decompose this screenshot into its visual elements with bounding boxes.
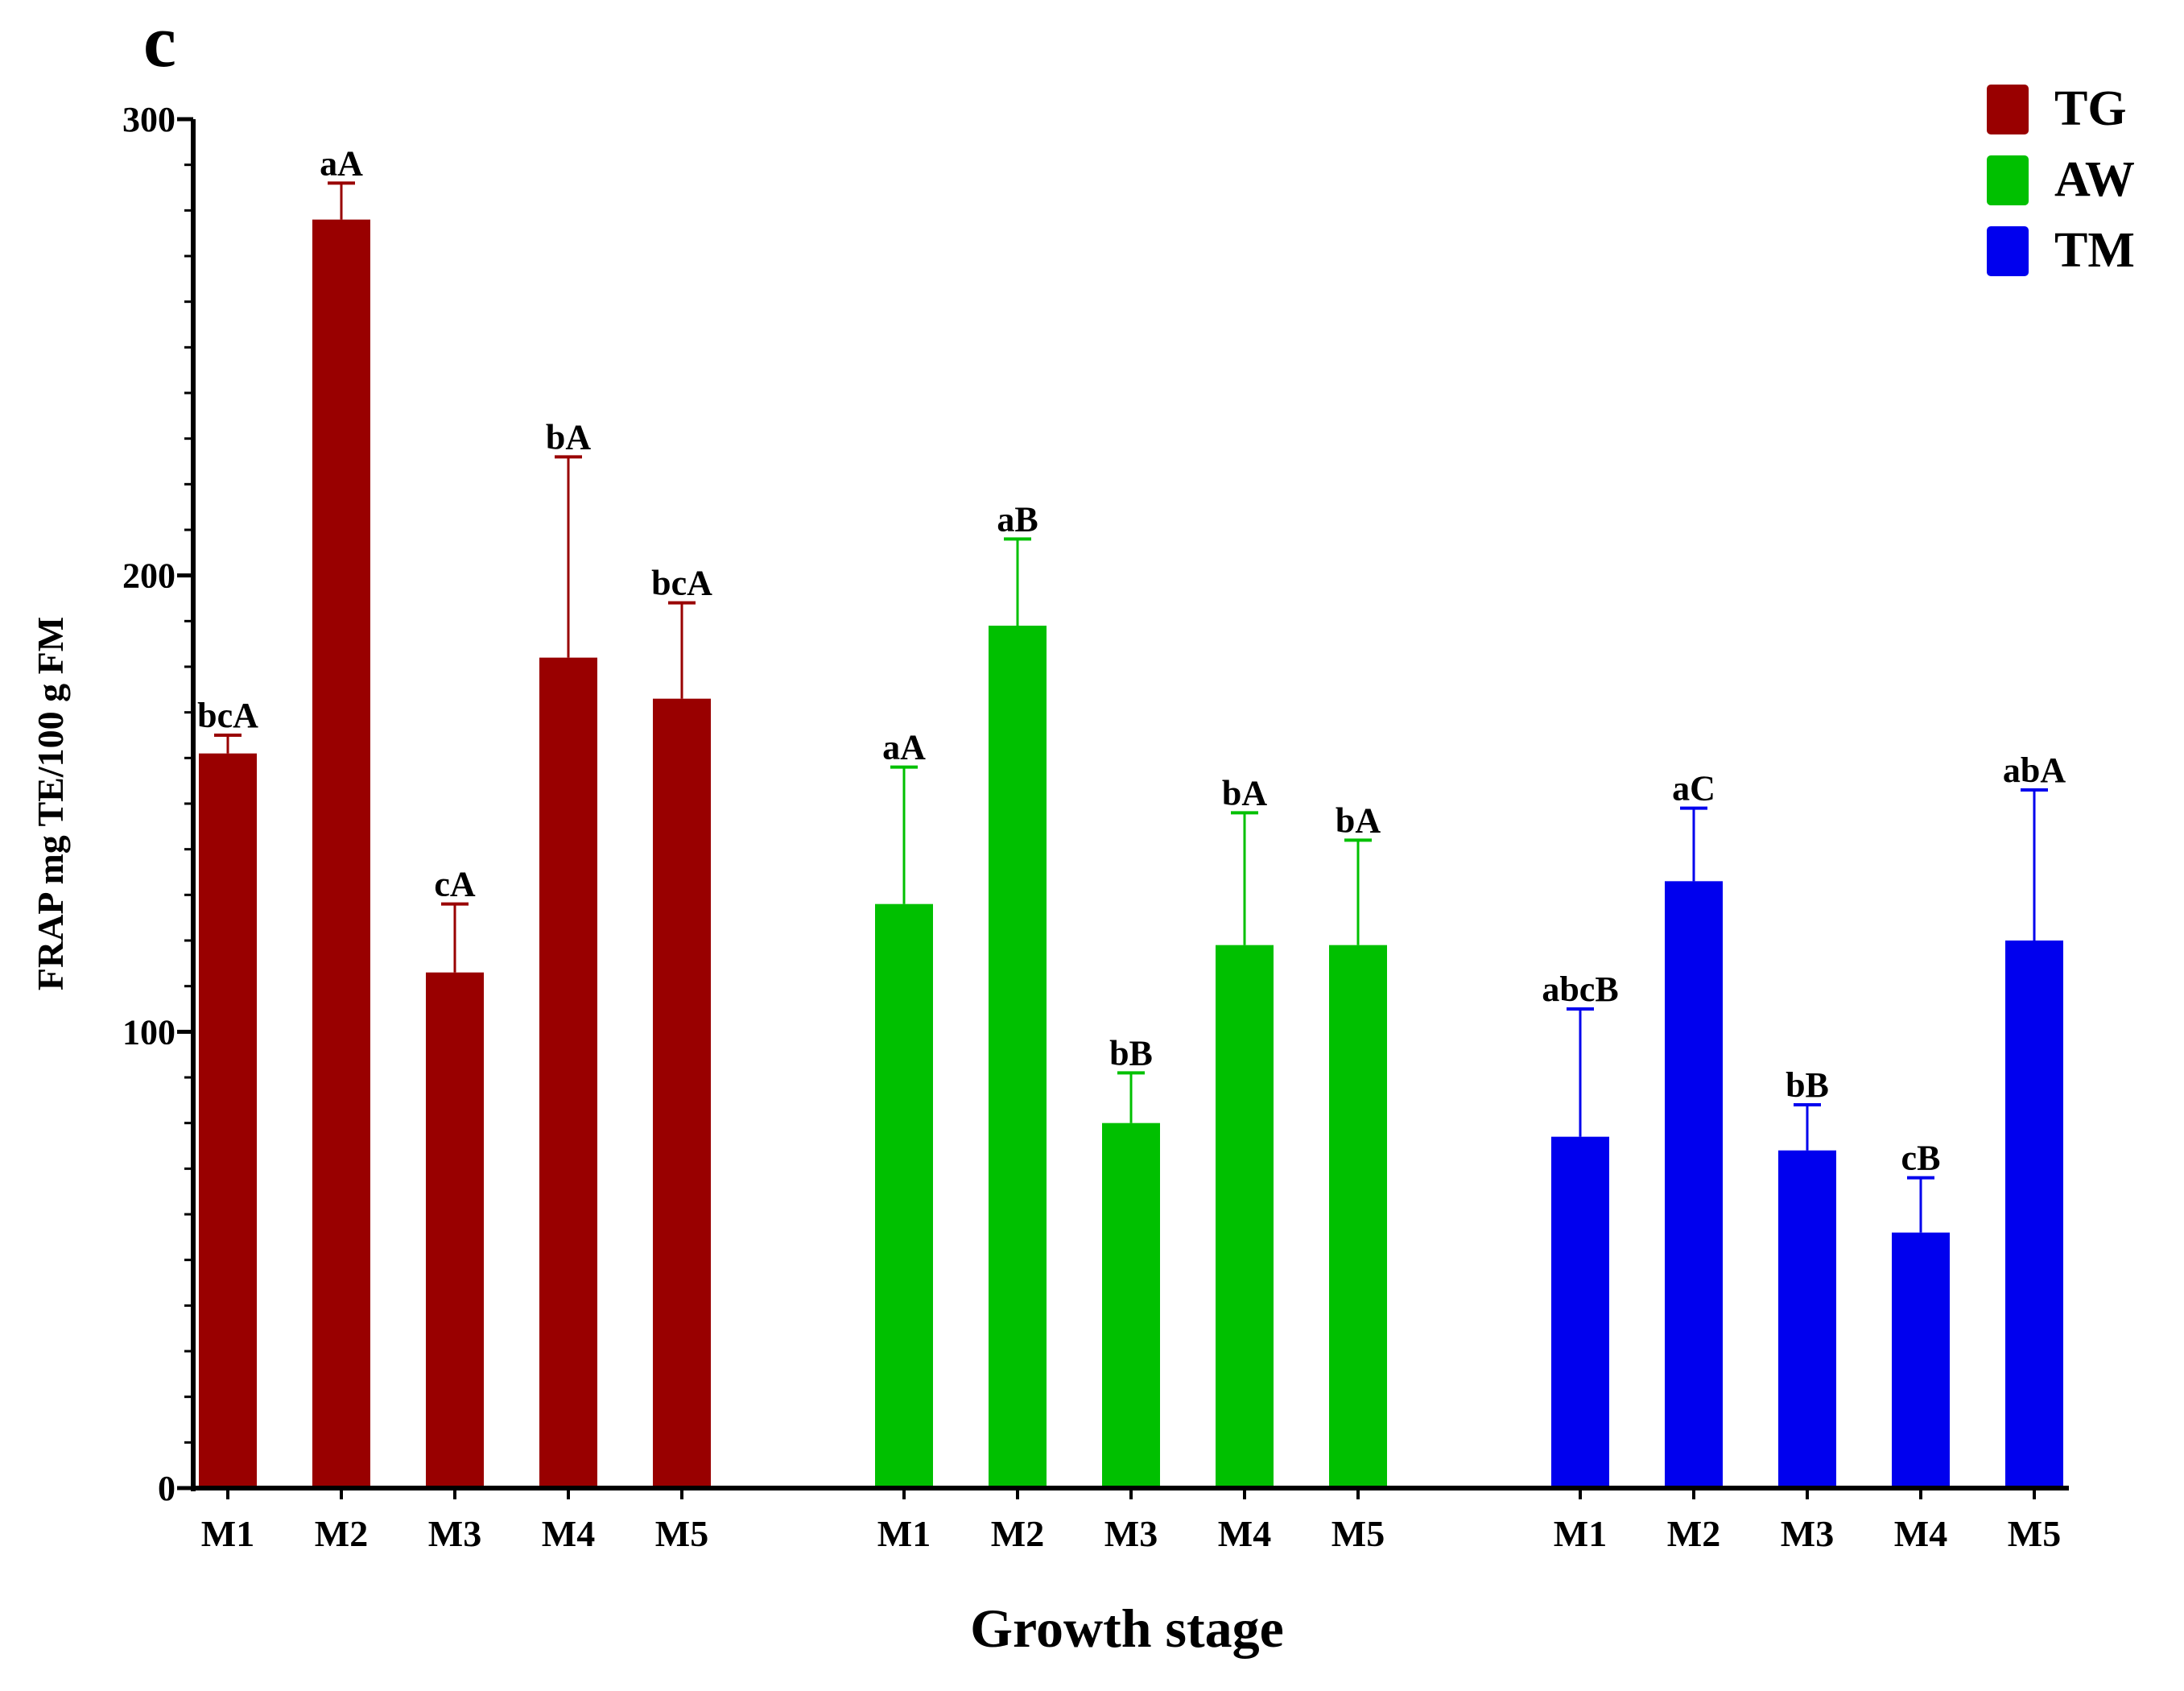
error-bar-TM-M2 xyxy=(1680,806,1707,882)
bar-TG-M2 xyxy=(312,219,370,1489)
sig-label-AW-M4: bA xyxy=(1222,773,1267,812)
bar-AW-M5 xyxy=(1329,945,1387,1488)
x-tick-label-TM-M4: M4 xyxy=(1894,1513,1947,1554)
sig-label-TM-M3: bB xyxy=(1786,1065,1829,1105)
y-axis-title: FRAP mg TE/100 g FM xyxy=(30,617,71,990)
error-bar-AW-M2 xyxy=(1004,537,1031,626)
bar-TG-M4 xyxy=(539,657,597,1488)
x-tick-label-AW-M5: M5 xyxy=(1331,1513,1385,1554)
sig-label-AW-M2: aB xyxy=(997,499,1038,539)
sig-label-TG-M1: bcA xyxy=(197,696,258,735)
bar-TM-M3 xyxy=(1778,1150,1836,1488)
error-bar-TM-M4 xyxy=(1907,1176,1934,1233)
error-bar-TM-M1 xyxy=(1567,1007,1594,1137)
legend-swatch-AW xyxy=(1987,155,2029,205)
bar-TM-M5 xyxy=(2005,941,2063,1488)
x-tick-label-TM-M5: M5 xyxy=(2008,1513,2061,1554)
y-tick-label-300: 300 xyxy=(122,100,175,139)
x-tick-label-TG-M5: M5 xyxy=(655,1513,708,1554)
error-bar-TM-M3 xyxy=(1794,1103,1821,1151)
sig-label-AW-M5: bA xyxy=(1336,800,1381,840)
x-tick-label-TM-M3: M3 xyxy=(1781,1513,1834,1554)
sig-label-TM-M2: aC xyxy=(1672,769,1715,808)
x-tick-label-AW-M3: M3 xyxy=(1104,1513,1158,1554)
x-tick-label-TG-M3: M3 xyxy=(428,1513,481,1554)
x-tick-label-TM-M2: M2 xyxy=(1667,1513,1720,1554)
y-tick-label-200: 200 xyxy=(122,556,175,596)
sig-label-TG-M2: aA xyxy=(320,143,363,183)
error-bar-TG-M4 xyxy=(555,455,582,658)
error-bar-AW-M5 xyxy=(1344,838,1372,945)
sig-label-TM-M1: abcB xyxy=(1542,970,1618,1009)
sig-label-AW-M1: aA xyxy=(882,728,926,767)
y-tick-label-100: 100 xyxy=(122,1012,175,1052)
error-bar-TM-M5 xyxy=(2021,788,2048,941)
x-tick-label-AW-M1: M1 xyxy=(877,1513,931,1554)
bar-TM-M1 xyxy=(1551,1136,1609,1488)
x-tick-label-TM-M1: M1 xyxy=(1554,1513,1607,1554)
sig-label-TG-M5: bcA xyxy=(651,564,712,603)
legend-label-AW: AW xyxy=(2054,152,2135,207)
legend-swatch-TM xyxy=(1987,226,2029,276)
error-bar-TG-M5 xyxy=(668,601,696,699)
sig-label-TG-M4: bA xyxy=(546,417,591,457)
panel-letter: c xyxy=(143,0,176,82)
legend-item-TG: TG xyxy=(1987,81,2127,136)
x-axis-title: Growth stage xyxy=(970,1598,1284,1659)
x-tick-label-TG-M1: M1 xyxy=(201,1513,254,1554)
error-bar-TG-M1 xyxy=(214,734,242,754)
error-bar-TG-M3 xyxy=(441,902,469,973)
bar-TM-M4 xyxy=(1892,1232,1950,1488)
sig-label-TG-M3: cA xyxy=(434,865,476,904)
sig-label-AW-M3: bB xyxy=(1109,1033,1153,1073)
error-bar-AW-M3 xyxy=(1117,1071,1145,1123)
bar-AW-M3 xyxy=(1102,1123,1160,1488)
bar-TM-M2 xyxy=(1665,881,1723,1488)
x-tick-label-TG-M4: M4 xyxy=(542,1513,595,1554)
legend-label-TM: TM xyxy=(2054,223,2135,278)
legend-label-TG: TG xyxy=(2054,81,2127,136)
x-tick-label-AW-M4: M4 xyxy=(1218,1513,1271,1554)
bar-TG-M3 xyxy=(426,972,484,1488)
error-bar-TG-M2 xyxy=(328,181,355,220)
x-tick-label-AW-M2: M2 xyxy=(991,1513,1044,1554)
x-tick-label-TG-M2: M2 xyxy=(315,1513,368,1554)
legend-item-AW: AW xyxy=(1987,152,2135,207)
error-bar-AW-M1 xyxy=(890,765,918,904)
error-bar-AW-M4 xyxy=(1231,811,1258,945)
bar-AW-M2 xyxy=(989,626,1047,1488)
sig-label-TM-M5: abA xyxy=(2003,750,2066,790)
bar-TG-M1 xyxy=(199,753,257,1488)
bar-AW-M4 xyxy=(1216,945,1274,1488)
legend-item-TM: TM xyxy=(1987,223,2135,278)
bar-AW-M1 xyxy=(875,903,933,1488)
sig-label-TM-M4: cB xyxy=(1901,1139,1941,1178)
legend-swatch-TG xyxy=(1987,85,2029,134)
bar-TG-M5 xyxy=(653,698,711,1488)
y-tick-label-0: 0 xyxy=(158,1469,175,1508)
